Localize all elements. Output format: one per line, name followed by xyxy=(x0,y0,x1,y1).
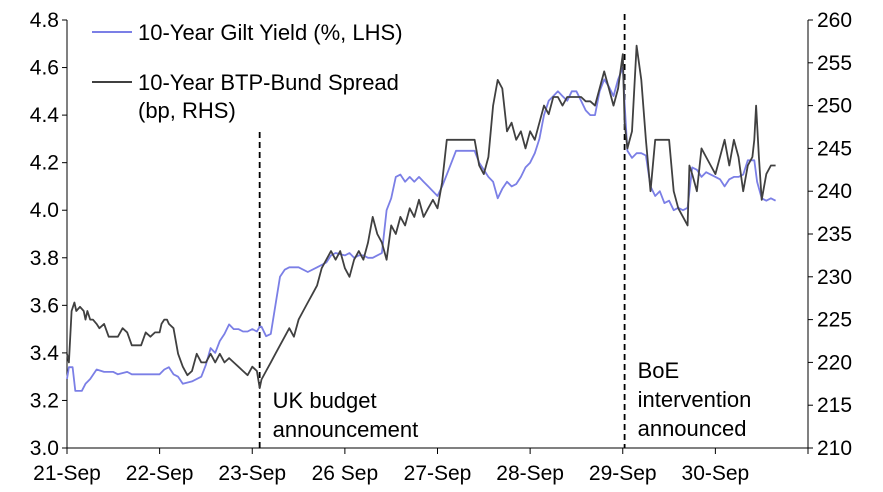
right-tick-label: 255 xyxy=(817,52,852,75)
right-tick-label: 240 xyxy=(817,180,852,203)
legend-label-btp-bund-spread-unit: (bp, RHS) xyxy=(138,98,236,123)
x-tick-label: 21-Sep xyxy=(33,462,101,485)
legend-label-gilt-yield: 10-Year Gilt Yield (%, LHS) xyxy=(138,20,403,45)
right-axis: 210 215 220 225 230 235 240 245 250 255 260 xyxy=(807,9,852,460)
left-tick-label: 4.2 xyxy=(30,152,59,175)
x-tick-label: 29-Sep xyxy=(589,462,657,485)
legend: 10-Year Gilt Yield (%, LHS) 10-Year BTP-… xyxy=(92,20,403,123)
event-annotation-text: UK budget xyxy=(273,388,377,413)
event-annotation-text: announcement xyxy=(273,417,419,442)
legend-label-btp-bund-spread: 10-Year BTP-Bund Spread xyxy=(138,70,399,95)
x-axis: 21-Sep 22-Sep 23-Sep 26 Sep 27-Sep 28-Sep 29-S… xyxy=(33,447,809,485)
left-axis: 3.0 3.2 3.4 3.6 3.8 4.0 4.2 4.4 4.6 4.8 xyxy=(30,9,68,460)
left-tick-label: 3.0 xyxy=(30,437,59,460)
right-tick-label: 230 xyxy=(817,266,852,289)
x-tick-label: 22-Sep xyxy=(126,462,194,485)
right-tick-label: 245 xyxy=(817,137,852,160)
left-tick-label: 3.4 xyxy=(30,342,60,365)
left-tick-label: 3.8 xyxy=(30,247,59,270)
x-tick-label: 26 Sep xyxy=(312,462,379,485)
x-tick-label: 28-Sep xyxy=(496,462,564,485)
x-tick-label: 30-Sep xyxy=(682,462,750,485)
x-tick-label: 27-Sep xyxy=(404,462,472,485)
left-tick-label: 3.6 xyxy=(30,294,59,317)
series-layer xyxy=(66,44,777,392)
right-tick-label: 260 xyxy=(817,9,852,32)
x-tick-label: 23-Sep xyxy=(218,462,286,485)
right-tick-label: 225 xyxy=(817,309,852,332)
right-tick-label: 250 xyxy=(817,95,852,118)
annotations: UK budget announcement BoE intervention anno… xyxy=(273,358,752,442)
left-tick-label: 4.6 xyxy=(30,57,59,80)
event-annotation-text: intervention xyxy=(638,387,752,412)
right-tick-label: 210 xyxy=(817,437,852,460)
right-tick-label: 220 xyxy=(817,351,852,374)
left-tick-label: 3.2 xyxy=(30,389,59,412)
left-tick-label: 4.4 xyxy=(30,104,60,127)
right-tick-label: 235 xyxy=(817,223,852,246)
left-tick-label: 4.8 xyxy=(30,9,59,32)
event-annotation-text: announced xyxy=(638,416,747,441)
event-annotation-text: BoE xyxy=(638,358,680,383)
left-tick-label: 4.0 xyxy=(30,199,59,222)
right-tick-label: 215 xyxy=(817,394,852,417)
series-line-btp-bund-spread xyxy=(66,44,776,389)
